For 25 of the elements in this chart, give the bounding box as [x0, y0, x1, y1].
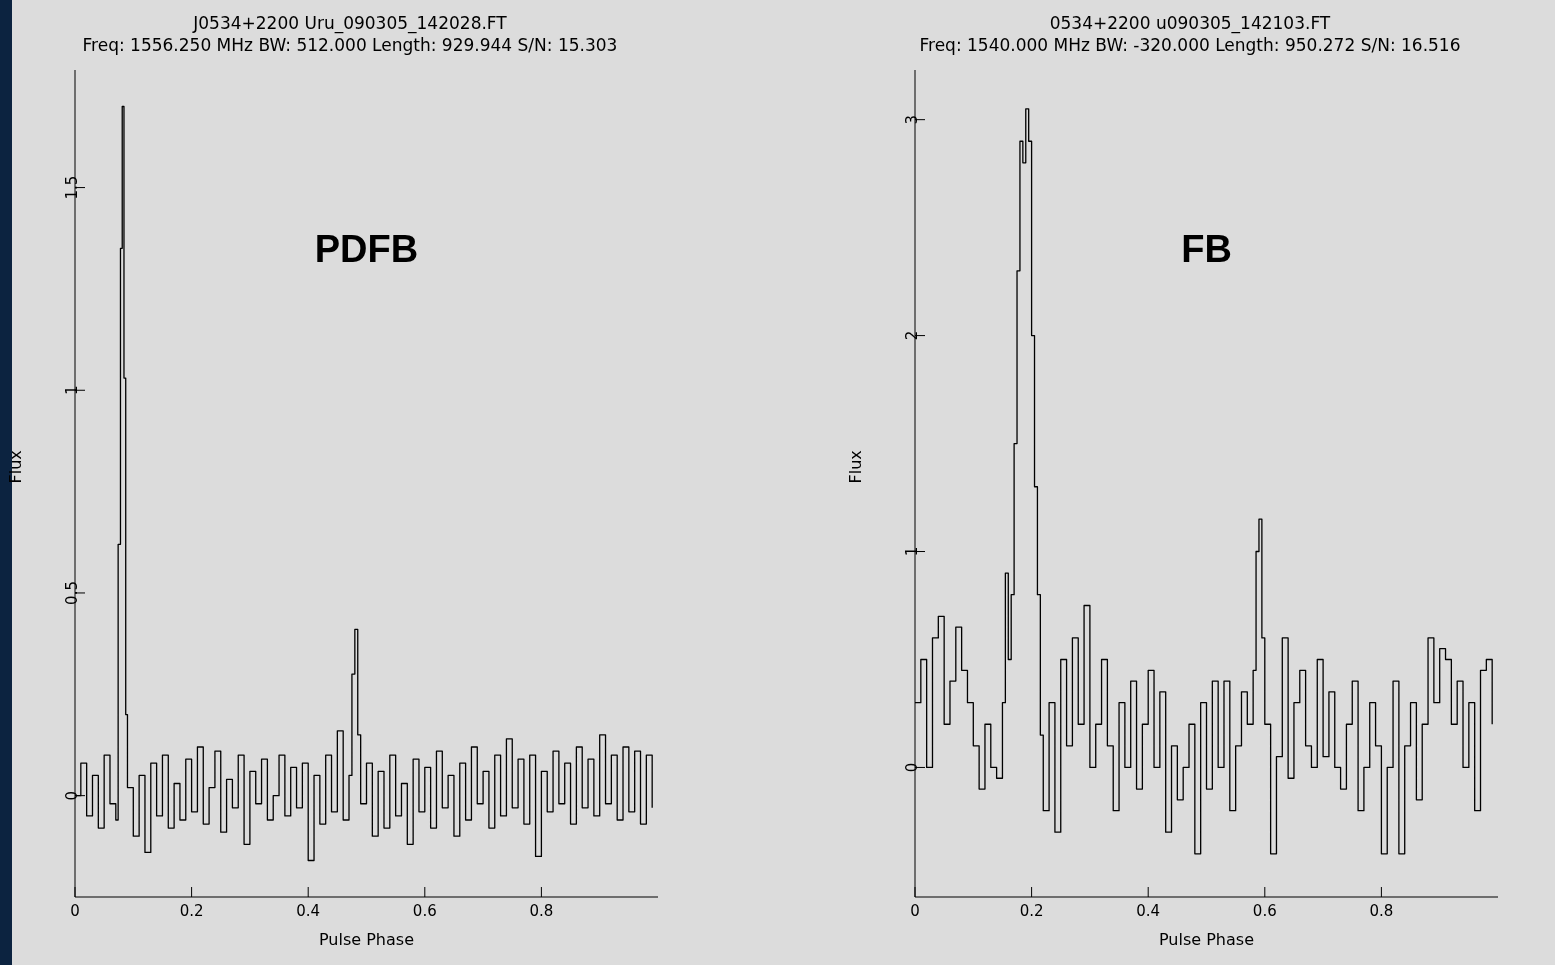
annotation: PDFB	[313, 228, 420, 271]
x-tick-label: 0.8	[529, 901, 554, 920]
y-tick-label: 1.5	[63, 175, 81, 200]
x-tick-label: 0.8	[1369, 901, 1394, 920]
y-tick-label: 2	[903, 330, 921, 341]
y-tick-label: 0.5	[63, 581, 81, 605]
y-axis-title: Flux	[5, 450, 25, 484]
chart-subtitle: Freq: 1556.250 MHz BW: 512.000 Length: 929.944 S/N: 15.303	[81, 34, 619, 56]
chart-title: J0534+2200 Uru_090305_142028.FT	[191, 12, 508, 34]
y-tick-label: 1	[63, 385, 81, 396]
x-tick-label: 0.6	[1252, 901, 1277, 920]
chart-subtitle: Freq: 1540.000 MHz BW: -320.000 Length: 950.272 S/N: 16.516	[918, 34, 1462, 56]
x-tick-label: 0.4	[1136, 901, 1161, 920]
y-tick-label: 0	[903, 762, 921, 773]
x-tick-label: 0.2	[179, 901, 204, 920]
x-tick-label: 0.6	[412, 901, 437, 920]
y-axis-title: Flux	[845, 450, 865, 484]
y-tick-label: 0	[63, 790, 81, 801]
x-tick-label: 0.4	[296, 901, 321, 920]
x-tick-label: 0.2	[1019, 901, 1044, 920]
y-tick-label: 3	[903, 114, 921, 125]
annotation: FB	[1180, 228, 1233, 271]
x-axis-title: Pulse Phase	[1159, 930, 1254, 949]
x-axis-title: Pulse Phase	[319, 930, 414, 949]
chart-title: 0534+2200 u090305_142103.FT	[1048, 12, 1332, 34]
